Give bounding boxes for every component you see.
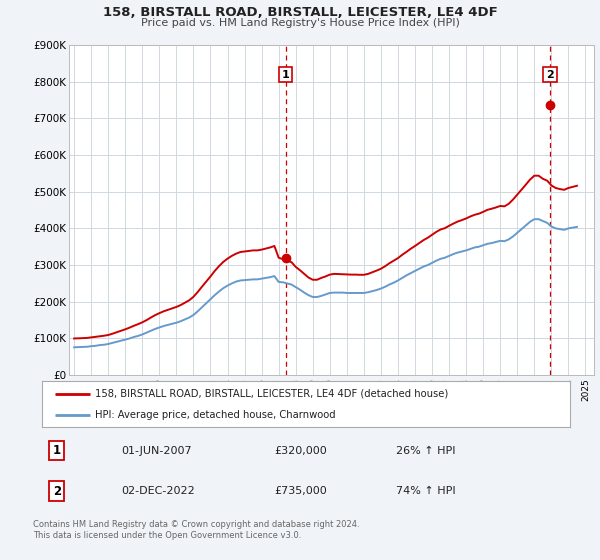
- Text: 02-DEC-2022: 02-DEC-2022: [121, 486, 195, 496]
- Text: 1: 1: [53, 444, 61, 457]
- Text: 158, BIRSTALL ROAD, BIRSTALL, LEICESTER, LE4 4DF: 158, BIRSTALL ROAD, BIRSTALL, LEICESTER,…: [103, 6, 497, 18]
- Text: This data is licensed under the Open Government Licence v3.0.: This data is licensed under the Open Gov…: [33, 531, 301, 540]
- Text: HPI: Average price, detached house, Charnwood: HPI: Average price, detached house, Char…: [95, 410, 335, 420]
- Text: 2: 2: [53, 485, 61, 498]
- Text: Price paid vs. HM Land Registry's House Price Index (HPI): Price paid vs. HM Land Registry's House …: [140, 18, 460, 28]
- Text: 74% ↑ HPI: 74% ↑ HPI: [396, 486, 455, 496]
- Text: £320,000: £320,000: [274, 446, 327, 456]
- Text: 01-JUN-2007: 01-JUN-2007: [121, 446, 192, 456]
- Text: £735,000: £735,000: [274, 486, 327, 496]
- Text: 158, BIRSTALL ROAD, BIRSTALL, LEICESTER, LE4 4DF (detached house): 158, BIRSTALL ROAD, BIRSTALL, LEICESTER,…: [95, 389, 448, 399]
- Text: 2: 2: [546, 69, 554, 80]
- Text: Contains HM Land Registry data © Crown copyright and database right 2024.: Contains HM Land Registry data © Crown c…: [33, 520, 359, 529]
- Text: 1: 1: [282, 69, 290, 80]
- Text: 26% ↑ HPI: 26% ↑ HPI: [396, 446, 455, 456]
